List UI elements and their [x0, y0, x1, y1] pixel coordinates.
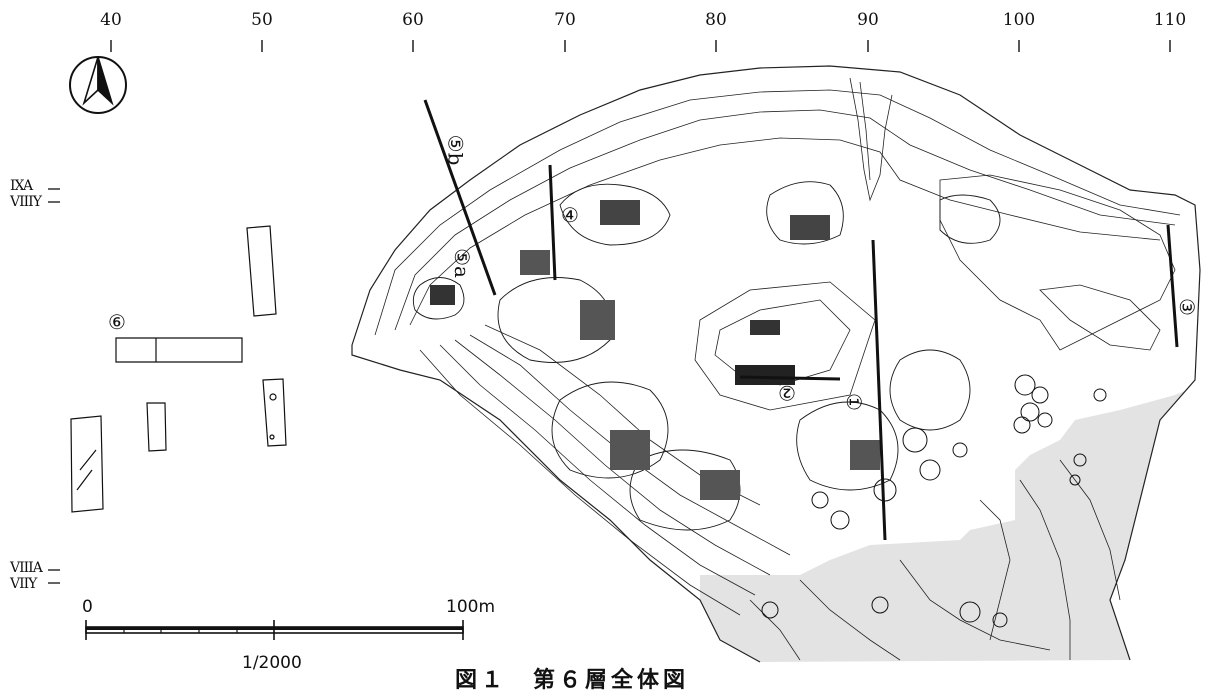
- left-grid-ticks: [48, 188, 60, 584]
- trench-1-line: [871, 239, 887, 541]
- trench-label-5a: ⑤a: [449, 248, 474, 278]
- trench-label-1: ①: [841, 393, 866, 411]
- trench-label-4: ④: [561, 203, 579, 227]
- scale-label-end: 100m: [446, 597, 496, 617]
- trench-label-3: ③: [1174, 298, 1199, 316]
- top-tick-label: 110: [1153, 10, 1187, 30]
- top-tick-label: 70: [554, 10, 576, 30]
- north-arrow-icon: [69, 56, 127, 114]
- trench-5-line: [423, 99, 497, 296]
- feature-dots: [430, 200, 880, 500]
- trench-label-6: ⑥: [108, 310, 126, 334]
- trench-label-2: ②: [778, 381, 796, 405]
- grid-label-ixa: IXA: [10, 178, 33, 194]
- site-plan-map: [48, 40, 1201, 663]
- trench-2-line: [739, 375, 841, 381]
- top-tick-label: 40: [100, 10, 122, 30]
- top-tick-label: 90: [857, 10, 879, 30]
- scale-ratio: 1/2000: [242, 653, 302, 673]
- scale-bar: [85, 620, 464, 640]
- outlying-trenches: [70, 225, 287, 513]
- top-tick-label: 100: [1002, 10, 1036, 30]
- pit-circles: [761, 374, 1107, 628]
- grid-label-viiy: VIIY: [10, 576, 37, 592]
- top-tick-label: 80: [705, 10, 727, 30]
- trench-3-line: [1166, 224, 1179, 348]
- trench-label-5b: ⑤b: [443, 134, 468, 166]
- grid-label-viiiy: VIIIY: [10, 194, 42, 210]
- top-tick-label: 50: [251, 10, 273, 30]
- figure-caption: 図１ 第６層全体図: [455, 667, 690, 693]
- top-tick-label: 60: [402, 10, 424, 30]
- top-axis: [110, 40, 1171, 52]
- scale-label-start: 0: [82, 597, 93, 617]
- trench-4-line: [548, 164, 557, 281]
- trench-lines: [423, 99, 1179, 541]
- grid-label-viiia: VIIIA: [10, 560, 43, 576]
